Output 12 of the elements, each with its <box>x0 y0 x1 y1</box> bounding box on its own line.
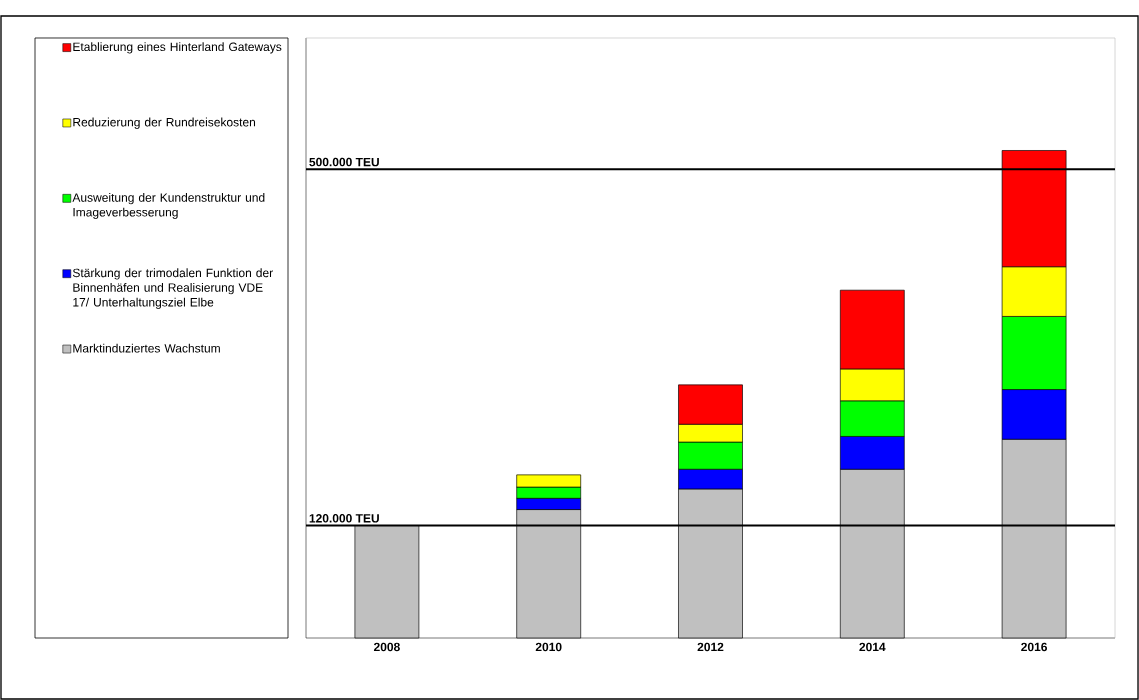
x-tick-label: 2012 <box>697 642 724 652</box>
x-tick-label: 2010 <box>535 642 562 652</box>
ref-line-label: 500.000 TEU <box>309 157 379 167</box>
legend-label: Stärkung der trimodalen Funktion der Binnenhäfen und Realisierung VDE 17/ Unterhaltungsziel Elbe <box>72 268 273 309</box>
legend-label: Marktinduziertes Wachstum <box>73 343 220 353</box>
legend-label: Ausweitung der Kundenstruktur und Imageverbesserung <box>72 192 265 219</box>
x-tick-label: 2016 <box>1021 642 1047 652</box>
legend-label: Reduzierung der Rundreisekosten <box>73 117 256 129</box>
legend-label: Etablierung eines Hinterland Gateways <box>73 42 282 54</box>
x-tick-label: 2008 <box>373 642 400 652</box>
ref-line-label: 120.000 TEU <box>309 514 379 523</box>
x-tick-label: 2014 <box>859 642 886 652</box>
